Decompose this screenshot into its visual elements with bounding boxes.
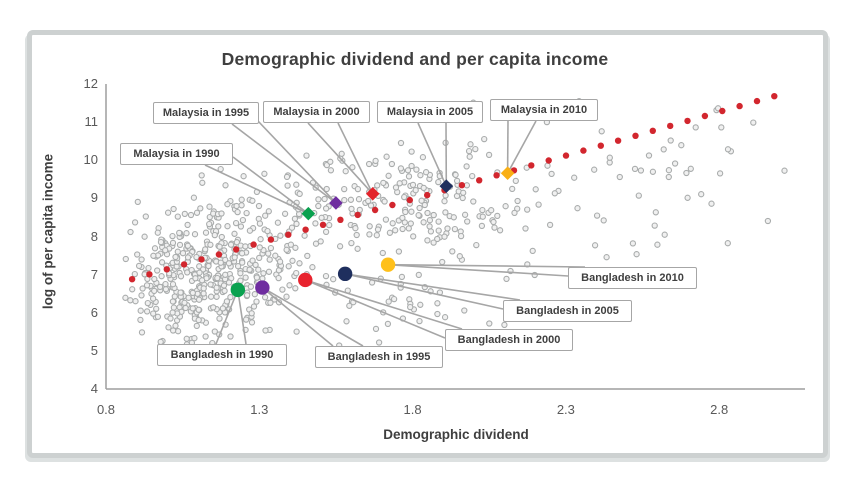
marker-bangladesh-1995 bbox=[255, 280, 270, 295]
y-tick-8: 8 bbox=[90, 228, 98, 244]
callout-malaysia-2000: Malaysia in 2000 bbox=[263, 101, 370, 123]
marker-malaysia-1995 bbox=[329, 196, 343, 210]
callout-bangladesh-2000: Bangladesh in 2000 bbox=[445, 329, 573, 351]
y-tick-6: 6 bbox=[90, 304, 98, 320]
chart-title: Demographic dividend and per capita inco… bbox=[221, 49, 609, 69]
series-malaysia bbox=[301, 166, 515, 221]
marker-bangladesh-2010 bbox=[380, 257, 396, 272]
marker-bangladesh-2005 bbox=[337, 266, 353, 282]
y-tick-12: 12 bbox=[83, 76, 98, 91]
leader-lines bbox=[204, 120, 586, 347]
marker-malaysia-2000 bbox=[365, 187, 380, 201]
callout-malaysia-1995: Malaysia in 1995 bbox=[153, 102, 259, 124]
y-tick-10: 10 bbox=[83, 152, 98, 168]
series-bangladesh bbox=[230, 257, 396, 298]
marker-malaysia-1990 bbox=[301, 206, 316, 221]
y-tick-5: 5 bbox=[90, 342, 98, 358]
marker-malaysia-2010 bbox=[500, 166, 515, 181]
callout-bangladesh-1990: Bangladesh in 1990 bbox=[157, 344, 287, 366]
y-axis-title: log of per capita income bbox=[40, 153, 56, 310]
callout-bangladesh-2010: Bangladesh in 2010 bbox=[568, 267, 697, 289]
x-tick-2.3: 2.3 bbox=[556, 402, 575, 417]
marker-bangladesh-1990 bbox=[230, 282, 246, 298]
y-tick-4: 4 bbox=[90, 381, 98, 396]
callout-malaysia-2005: Malaysia in 2005 bbox=[377, 101, 483, 123]
marker-malaysia-2005 bbox=[439, 179, 454, 193]
y-tick-7: 7 bbox=[90, 266, 98, 282]
trend-dots bbox=[128, 93, 778, 283]
y-tick-11: 11 bbox=[84, 114, 99, 130]
background-points bbox=[122, 98, 788, 353]
callout-bangladesh-1995: Bangladesh in 1995 bbox=[315, 346, 443, 368]
callout-malaysia-2010: Malaysia in 2010 bbox=[490, 99, 598, 121]
x-tick-0.8: 0.8 bbox=[96, 402, 116, 417]
axes bbox=[105, 84, 805, 390]
x-tick-2.8: 2.8 bbox=[710, 402, 729, 417]
marker-bangladesh-2000 bbox=[298, 272, 313, 288]
x-tick-1.8: 1.8 bbox=[403, 402, 422, 417]
callout-malaysia-1990: Malaysia in 1990 bbox=[120, 143, 233, 165]
x-axis-title: Demographic dividend bbox=[383, 427, 529, 442]
x-tick-1.3: 1.3 bbox=[250, 402, 269, 417]
y-tick-9: 9 bbox=[90, 190, 98, 206]
callout-bangladesh-2005: Bangladesh in 2005 bbox=[503, 300, 632, 322]
